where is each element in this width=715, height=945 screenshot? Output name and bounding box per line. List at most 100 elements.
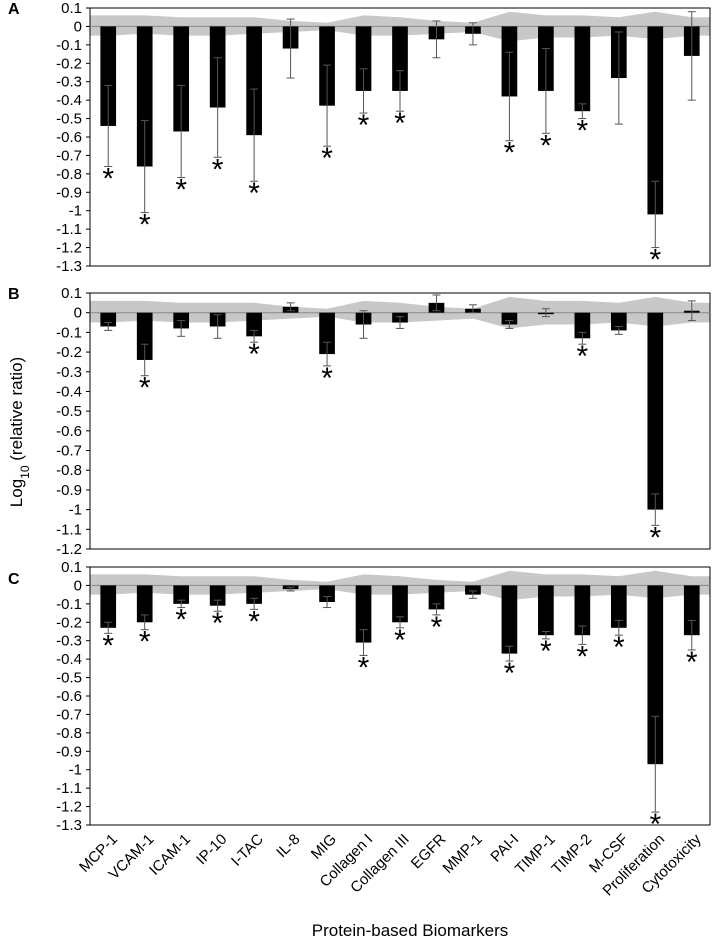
y-tick-label: -0.8: [56, 166, 82, 183]
y-tick-label: -1.3: [56, 258, 82, 275]
y-tick-label: -1.1: [56, 780, 82, 797]
significance-star: *: [394, 107, 406, 140]
y-tick-label: -0.6: [56, 423, 82, 440]
category-label: ICAM-1: [146, 831, 194, 879]
significance-star: *: [540, 635, 552, 668]
y-tick-label: -1: [69, 502, 82, 519]
y-tick-label: -0.1: [56, 324, 82, 341]
significance-star: *: [504, 137, 516, 170]
y-tick-label: 0.1: [61, 559, 82, 576]
panel-b: 0.1 0 -0.1 -0.2 -0.3 -0.4 -0.5 -0.6 -0.7 -0.8 -0.9…: [8, 285, 711, 558]
y-tick-label: -0.8: [56, 462, 82, 479]
category-label: I-TAC: [228, 831, 267, 870]
y-tick-label: -0.7: [56, 706, 82, 723]
significance-star: *: [649, 521, 661, 554]
bar: [574, 26, 591, 112]
category-label: TIMP-1: [512, 831, 559, 878]
bar: [246, 585, 262, 604]
bar: [173, 26, 190, 132]
category-label: TIMP-2: [548, 831, 595, 878]
significance-star: *: [321, 362, 333, 395]
bar: [501, 585, 518, 654]
bar: [538, 585, 554, 636]
significance-star: *: [212, 153, 224, 186]
y-tick-label: -0.5: [56, 670, 82, 687]
category-label: MMP-1: [440, 831, 486, 877]
significance-star: *: [649, 808, 661, 841]
panel-a: 0.10 -0.1-0.2 -0.3-0.4 -0.5-0.6-0.7 -0.8-0.9…: [8, 0, 711, 277]
y-tick-label: -0.3: [56, 74, 82, 91]
y-tick-label: -0.4: [56, 92, 82, 109]
y-tick-label: -0.9: [56, 743, 82, 760]
bar: [246, 26, 262, 136]
y-tick-label: -1: [69, 762, 82, 779]
y-tick-label: 0: [74, 305, 82, 322]
plot-frame: [89, 292, 711, 550]
bar: [392, 26, 408, 91]
y-tick-label: -0.1: [56, 596, 82, 613]
significance-star: *: [540, 129, 552, 162]
y-tick-label: -0.4: [56, 383, 82, 400]
y-axis-label: Log10 (relative ratio): [7, 357, 32, 507]
y-tick-label: -0.2: [56, 614, 82, 631]
significance-star: *: [248, 338, 260, 371]
significance-star: *: [139, 626, 151, 659]
y-tick-label: -0.6: [56, 688, 82, 705]
bar: [610, 585, 627, 628]
y-tick-label: -0.2: [56, 344, 82, 361]
y-tick-label: -0.2: [56, 55, 82, 72]
bar: [136, 26, 153, 167]
bar: [574, 585, 591, 636]
y-tick-label: -1.3: [56, 817, 82, 834]
significance-star: *: [175, 604, 187, 637]
bar: [319, 312, 335, 355]
significance-star: *: [358, 109, 370, 142]
y-tick-label: -0.1: [56, 37, 82, 54]
bar: [465, 585, 481, 595]
significance-star: *: [102, 162, 114, 195]
bar: [319, 585, 335, 603]
significance-star: *: [248, 605, 260, 638]
y-tick-label: -1.2: [56, 240, 82, 257]
bar: [355, 26, 372, 91]
bar: [647, 312, 664, 510]
y-tick-label: -0.5: [56, 403, 82, 420]
y-tick-label: 0.1: [61, 285, 82, 302]
bar: [100, 26, 117, 126]
y-tick-label: -0.7: [56, 147, 82, 164]
y-tick-label: -0.9: [56, 184, 82, 201]
significance-star: *: [577, 640, 589, 673]
significance-star: *: [686, 646, 698, 679]
y-tick-label: -0.3: [56, 364, 82, 381]
panel-c: 0.10 -0.1-0.2 -0.3-0.4 -0.5-0.6-0.7 -0.8-0.9…: [8, 559, 711, 841]
significance-star: *: [321, 142, 333, 175]
significance-star: *: [613, 631, 625, 664]
y-tick-label: -1.2: [56, 799, 82, 816]
bar: [136, 312, 153, 360]
y-tick-label: -0.4: [56, 651, 82, 668]
significance-star: *: [139, 209, 151, 242]
y-tick-label: -1.2: [56, 541, 82, 558]
significance-star: *: [102, 629, 114, 662]
significance-star: *: [394, 624, 406, 657]
category-label: MIG: [308, 831, 340, 863]
bar: [501, 312, 518, 325]
x-axis-label: Protein-based Biomarkers: [312, 921, 509, 940]
significance-star: *: [577, 115, 589, 148]
y-tick-label: -0.9: [56, 482, 82, 499]
significance-star: *: [139, 372, 151, 405]
significance-star: *: [577, 340, 589, 373]
y-tick-label: -0.5: [56, 111, 82, 128]
bar: [392, 585, 408, 623]
y-tick-label: -0.7: [56, 443, 82, 460]
significance-star: *: [175, 174, 187, 207]
y-tick-label: 0.1: [61, 0, 82, 17]
significance-star: *: [358, 651, 370, 684]
y-tick-label: -1.1: [56, 221, 82, 238]
category-label: IP-10: [193, 831, 230, 868]
panel-label: B: [8, 286, 20, 303]
bar: [683, 585, 700, 636]
bar: [100, 585, 117, 628]
significance-star: *: [431, 611, 443, 644]
